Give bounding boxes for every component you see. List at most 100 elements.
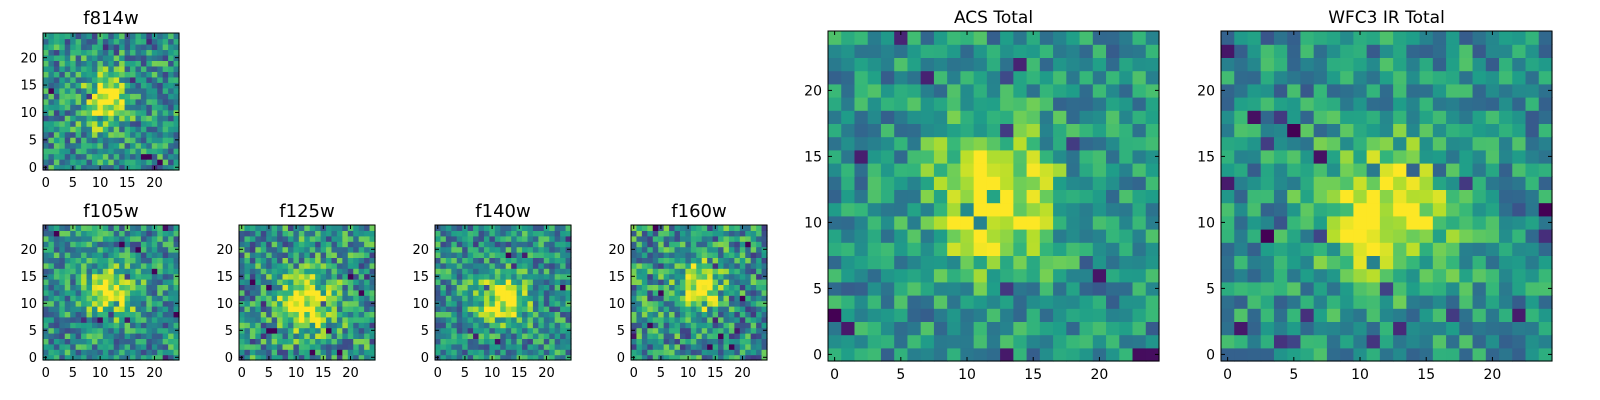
pixel-cell [336,354,343,361]
pixel-cell [1472,268,1487,283]
pixel-cell [532,306,539,312]
pixel-cell [1485,242,1500,256]
pixel-cell [828,229,842,243]
pixel-cell [658,252,665,258]
pixel-cell [669,268,676,275]
pixel-cell [1472,70,1487,85]
pixel-cell [532,295,539,302]
pixel-cell [347,262,354,269]
pixel-cell [97,257,104,264]
pixel-cell [342,338,349,345]
pixel-cell [728,354,735,361]
pixel-cell [1353,176,1368,190]
pixel-cell [113,230,120,237]
pixel-cell [293,235,300,242]
pixel-cell [260,289,267,296]
pixel-cell [309,354,316,361]
pixel-cell [494,257,501,264]
pixel-cell [973,215,988,230]
pixel-cell [701,300,708,307]
pixel-cell [1499,268,1513,283]
pixel-cell [304,354,311,361]
pixel-cell [244,322,251,329]
pixel-cell [718,225,725,231]
pixel-cell [1119,321,1134,336]
pixel-cell [527,300,534,307]
pixel-cell [1340,31,1354,45]
pixel-cell [1512,189,1527,204]
pixel-cell [734,295,741,302]
pixel-cell [304,333,311,339]
pixel-cell [440,273,447,280]
pixel-cell [124,104,131,111]
pixel-cell [658,257,665,264]
pixel-cell [81,104,88,111]
pixel-cell [1119,202,1134,217]
pixel-cell [1013,176,1028,190]
pixel-cell [511,354,518,361]
pixel-cell [543,246,550,253]
pixel-cell [756,235,763,242]
pixel-cell [543,316,550,323]
pixel-cell [320,273,327,280]
pixel-cell [1092,44,1107,58]
pixel-cell [728,252,735,258]
pixel-cell [1079,110,1094,124]
pixel-cell [549,246,556,253]
pixel-cell [97,311,104,318]
pixel-cell [828,308,842,322]
pixel-cell [91,98,98,105]
pixel-cell [326,273,333,280]
x-tick-label: 0 [1223,367,1232,383]
pixel-cell [358,241,365,248]
pixel-cell [679,289,686,296]
pixel-cell [81,71,88,78]
pixel-cell [113,131,120,138]
pixel-cell [1366,176,1381,190]
pixel-cell [43,159,50,166]
pixel-cell [1106,189,1120,204]
pixel-cell [102,338,109,345]
pixel-cell [1353,44,1368,58]
pixel-cell [135,273,142,280]
pixel-cell [97,43,104,51]
pixel-cell [331,338,338,345]
pixel-cell [1406,308,1421,322]
pixel-cell [690,268,697,275]
pixel-cell [277,284,284,291]
pixel-cell [331,343,338,350]
y-tick-label: 0 [29,351,37,366]
pixel-cell [309,295,316,302]
pixel-cell [64,322,71,329]
pixel-cell [707,322,714,329]
pixel-cell [304,279,311,285]
pixel-cell [549,279,556,285]
pixel-cell [1300,57,1315,72]
pixel-cell [554,327,561,334]
pixel-cell [500,241,507,248]
pixel-cell [309,279,316,285]
pixel-cell [124,43,131,51]
pixel-cell [102,235,109,242]
pixel-cell [1119,97,1134,111]
pixel-cell [168,279,175,285]
pixel-cell [690,333,697,339]
pixel-cell [1300,83,1315,98]
pixel-cell [478,311,485,318]
pixel-cell [130,257,137,264]
pixel-cell [53,225,60,231]
pixel-cell [97,65,104,72]
pixel-cell [669,343,676,350]
pixel-cell [445,311,452,318]
pixel-cell [102,43,109,51]
pixel-cell [86,235,93,242]
pixel-cell [1079,97,1094,111]
y-tick-label: 15 [20,270,37,285]
pixel-cell [500,230,507,237]
pixel-cell [1499,57,1513,72]
pixel-cell [1459,70,1474,85]
pixel-cell [1287,44,1302,58]
pixel-cell [369,289,376,296]
pixel-cell [298,268,305,275]
pixel-cell [53,38,60,45]
